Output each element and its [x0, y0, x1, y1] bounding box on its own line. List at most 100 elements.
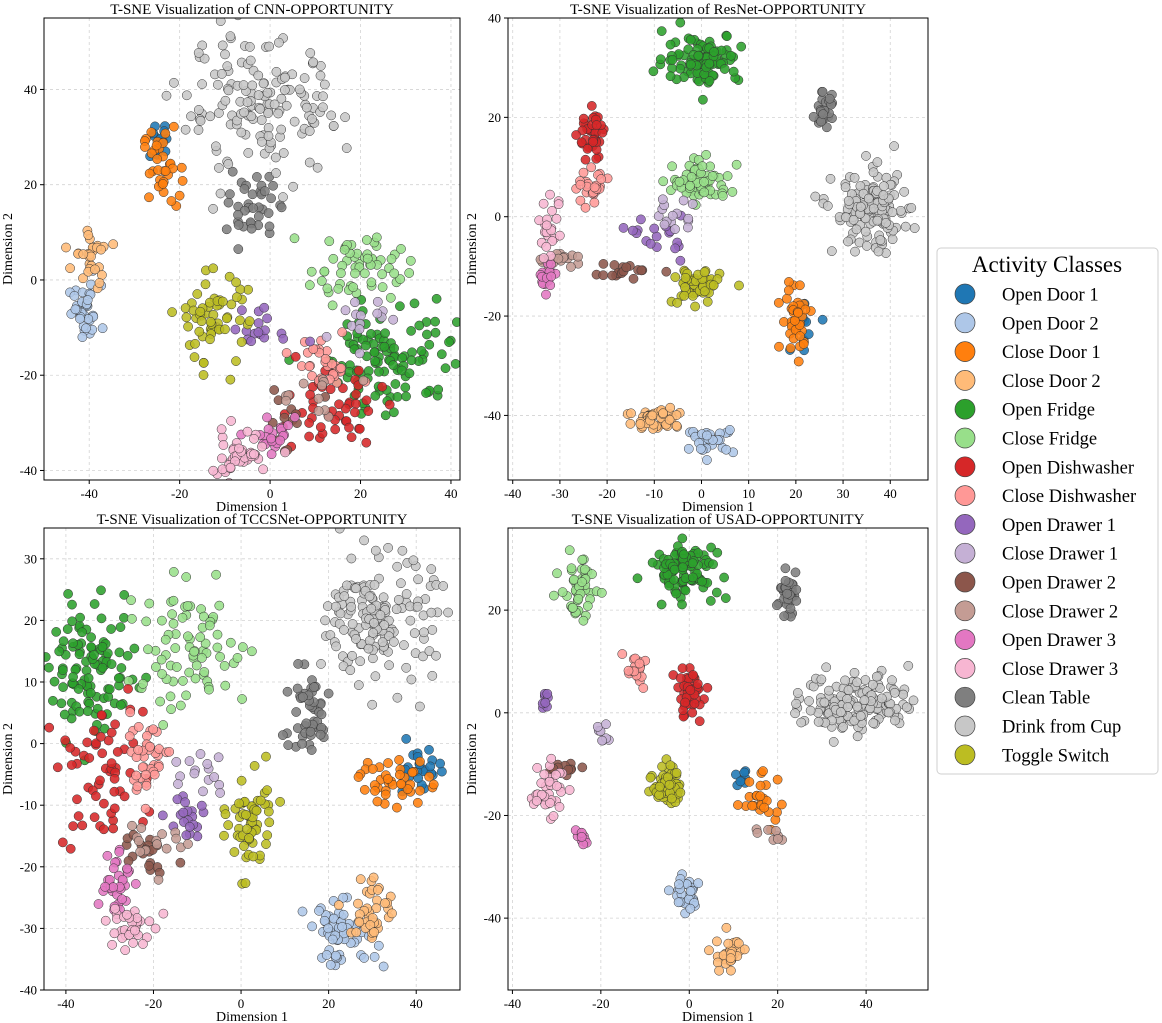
axes-frame — [507, 17, 929, 481]
y-tick-label: -40 — [484, 408, 501, 423]
scatter-point — [226, 299, 237, 310]
scatter-point — [345, 665, 356, 676]
scatter-point — [575, 179, 586, 190]
scatter-point — [424, 646, 435, 656]
scatter-point — [115, 622, 126, 632]
scatter-point — [772, 774, 783, 785]
scatter-point — [358, 375, 369, 386]
scatter-point — [368, 628, 378, 638]
scatter-point — [96, 710, 107, 720]
scatter-point — [793, 307, 803, 318]
scatter-point — [266, 433, 276, 444]
scatter-point — [249, 449, 259, 460]
scatter-point — [678, 195, 689, 206]
scatter-point — [239, 184, 250, 194]
scatter-point — [351, 634, 361, 644]
scatter-point — [262, 830, 273, 841]
scatter-point — [339, 591, 350, 602]
scatter-point — [259, 302, 270, 313]
x-tick-label: -40 — [81, 486, 98, 501]
scatter-point — [227, 166, 238, 177]
scatter-point — [855, 201, 866, 212]
scatter-point — [279, 85, 290, 95]
scatter-point — [758, 766, 768, 776]
scatter-point — [141, 616, 152, 627]
scatter-point — [771, 825, 781, 836]
scatter-point — [220, 809, 231, 820]
scatter-point — [138, 706, 148, 717]
scatter-point — [330, 424, 341, 435]
scatter-point — [435, 758, 445, 769]
x-tick-label: 0 — [267, 486, 274, 501]
scatter-point — [667, 210, 678, 221]
scatter-point — [318, 102, 328, 113]
scatter-point — [405, 615, 416, 626]
scatter-point — [431, 650, 441, 661]
scatter-point — [840, 182, 851, 193]
scatter-point — [283, 420, 293, 431]
x-tick-label: -20 — [145, 996, 162, 1011]
scatter-point — [739, 944, 750, 955]
scatter-point — [394, 769, 405, 780]
x-tick-label: 40 — [444, 486, 457, 501]
scatter-point — [755, 791, 766, 801]
scatter-point — [677, 599, 687, 610]
y-tick-label: 30 — [24, 551, 37, 566]
scatter-point — [669, 574, 679, 585]
scatter-point — [280, 72, 290, 83]
legend-label: Close Fridge — [1002, 430, 1097, 450]
scatter-point — [733, 800, 743, 810]
scatter-point — [680, 282, 690, 293]
scatter-point — [377, 381, 388, 392]
scatter-point — [849, 172, 860, 183]
scatter-point — [654, 781, 665, 792]
scatter-point — [369, 952, 380, 962]
scatter-point — [241, 809, 251, 820]
scatter-point — [596, 174, 607, 184]
legend-item: Toggle Switch — [954, 744, 1109, 766]
scatter-point — [859, 695, 870, 706]
scatter-point — [130, 925, 140, 936]
scatter-point — [198, 611, 209, 622]
scatter-point — [233, 220, 244, 230]
legend-marker — [954, 456, 976, 478]
scatter-point — [213, 752, 224, 763]
scatter-point — [887, 207, 898, 218]
scatter-point — [56, 698, 67, 709]
scatter-point — [694, 716, 705, 727]
scatter-point — [785, 603, 796, 614]
scatter-point — [675, 787, 686, 798]
scatter-point — [384, 399, 395, 410]
scatter-point — [731, 159, 742, 170]
scatter-point — [373, 940, 384, 951]
scatter-point — [65, 263, 75, 274]
scatter-point — [205, 334, 215, 345]
scatter-point — [370, 391, 381, 401]
scatter-point — [176, 162, 187, 173]
scatter-point — [78, 249, 89, 260]
scatter-point — [189, 352, 200, 362]
scatter-point — [625, 418, 636, 429]
scatter-point — [598, 259, 609, 269]
legend-marker — [954, 427, 976, 449]
scatter-point — [717, 191, 728, 201]
legend-label: Open Door 1 — [1002, 286, 1099, 306]
scatter-point — [298, 378, 309, 389]
scatter-point — [225, 637, 236, 648]
scatter-point — [872, 215, 883, 226]
scatter-point — [702, 682, 713, 693]
scatter-point — [722, 31, 732, 42]
legend-label: Close Door 2 — [1002, 372, 1101, 392]
scatter-point — [909, 223, 920, 233]
scatter-point — [215, 651, 225, 662]
scatter-point — [415, 785, 425, 796]
scatter-point — [677, 663, 688, 674]
scatter-point — [315, 422, 326, 432]
scatter-point — [98, 824, 109, 835]
scatter-point — [773, 297, 784, 308]
scatter-point — [248, 203, 258, 213]
scatter-point — [540, 697, 551, 708]
scatter-point — [253, 211, 264, 222]
scatter-point — [240, 878, 251, 888]
scatter-point — [109, 786, 120, 797]
